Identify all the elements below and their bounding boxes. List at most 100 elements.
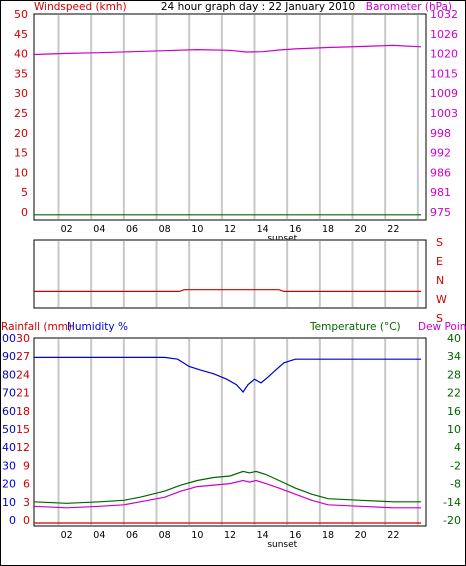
rainfall-tick: 27 (16, 350, 30, 363)
rain-humidity-temp-hour-tick: 08 (159, 530, 171, 541)
wind-direction-line (34, 289, 422, 292)
rainfall-axis-title: Rainfall (mm) (1, 321, 72, 333)
temperature-tick: 10 (447, 423, 461, 436)
wind-barometer-hour-tick: 06 (126, 224, 138, 235)
temperature-tick: -14 (443, 496, 461, 509)
wind-direction-tick: N (436, 274, 444, 287)
barometer-tick: 1020 (430, 48, 458, 61)
humidity-tick: 30 (2, 459, 16, 472)
wind-barometer-hour-tick: 14 (257, 224, 269, 235)
barometer-tick: 1015 (430, 67, 458, 80)
windspeed-tick: 40 (14, 48, 28, 61)
rain-humidity-temp-hour-tick: 02 (61, 530, 73, 541)
rain-humidity-temp-hour-tick: 06 (126, 530, 138, 541)
wind-direction-tick: S (436, 236, 443, 249)
rain-humidity-temp-series (33, 356, 422, 524)
windspeed-tick: 50 (14, 8, 28, 21)
humidity-tick: 90 (2, 350, 16, 363)
barometer-tick: 981 (430, 186, 451, 199)
rainfall-tick: 12 (16, 441, 30, 454)
wind-barometer-hour-tick: 18 (322, 224, 334, 235)
wind-barometer-grid (57, 15, 419, 219)
rainfall-tick: 30 (16, 332, 30, 345)
humidity-tick: 10 (2, 496, 16, 509)
rain-humidity-temp-hour-tick: 10 (191, 530, 203, 541)
temperature-tick: 28 (447, 368, 461, 381)
windspeed-tick: 30 (14, 87, 28, 100)
wind-direction-tick: S (436, 312, 443, 325)
rain-humidity-temp-hour-tick: 18 (322, 530, 334, 541)
rainfall-tick: 15 (16, 423, 30, 436)
humidity-tick: 0 (9, 514, 16, 527)
temperature-axis-ticks: 40 34 28 22 16 10 4 -2 -8 -14 -20 (443, 332, 461, 527)
wind-barometer-hour-tick: 12 (224, 224, 236, 235)
rain-humidity-temp-sunset-label: sunset (267, 540, 297, 550)
barometer-tick: 992 (430, 147, 451, 160)
wind-barometer-hour-ticks: 02 04 06 08 10 12 14 16 18 20 22 sunset (61, 224, 400, 244)
wind-barometer-hour-tick: 20 (355, 224, 367, 235)
dewpoint-line (33, 479, 422, 509)
windspeed-tick: 45 (14, 28, 28, 41)
temperature-tick: -2 (450, 459, 461, 472)
barometer-tick: 986 (430, 166, 451, 179)
humidity-tick: 70 (2, 387, 16, 400)
temperature-tick: 22 (447, 387, 461, 400)
wind-barometer-sunset-label: sunset (267, 234, 297, 244)
temperature-axis-title: Temperature (°C) (309, 321, 401, 333)
wind-direction-series (34, 289, 422, 292)
temperature-line (33, 470, 422, 504)
rainfall-tick: 0 (23, 514, 30, 527)
barometer-tick: 1026 (430, 28, 458, 41)
windspeed-tick: 0 (21, 206, 28, 219)
wind-barometer-hour-tick: 16 (289, 224, 301, 235)
wind-barometer-hour-tick: 04 (93, 224, 105, 235)
rain-humidity-temp-hour-tick: 22 (387, 530, 399, 541)
wind-direction-tick: E (436, 255, 443, 268)
rainfall-tick: 24 (16, 368, 30, 381)
rainfall-tick: 18 (16, 405, 30, 418)
barometer-line (33, 44, 422, 56)
wind-direction-grid (57, 241, 419, 307)
humidity-tick: 20 (2, 478, 16, 491)
wind-barometer-hour-tick: 10 (191, 224, 203, 235)
rain-humidity-temp-plot-area (33, 337, 427, 527)
rain-humidity-temp-grid (57, 339, 419, 525)
wind-barometer-hour-tick: 22 (387, 224, 399, 235)
graph-title: 24 hour graph day : 22 January 2010 (161, 1, 355, 13)
windspeed-axis-title: Windspeed (kmh) (34, 1, 127, 13)
humidity-rainfall-axis-ticks: 1003090278024702160185015401230920610300 (0, 332, 30, 527)
rain-humidity-temp-hour-tick: 16 (289, 530, 301, 541)
humidity-axis-title: Humidity % (67, 321, 128, 333)
rainfall-tick: 21 (16, 387, 30, 400)
humidity-tick: 50 (2, 423, 16, 436)
temperature-tick: 16 (447, 405, 461, 418)
wind-direction-tick: W (436, 293, 447, 306)
windspeed-tick: 10 (14, 166, 28, 179)
temperature-tick: 4 (454, 441, 461, 454)
barometer-tick: 1009 (430, 87, 458, 100)
humidity-line (34, 356, 422, 393)
barometer-axis-ticks: 1032 1026 1020 1015 1009 1003 998 992 986 981 975 (430, 8, 458, 219)
rain-humidity-temp-hour-tick: 04 (93, 530, 105, 541)
rainfall-tick: 9 (23, 459, 30, 472)
temperature-tick: -20 (443, 514, 461, 527)
wind-barometer-series (33, 44, 422, 216)
humidity-tick: 40 (2, 441, 16, 454)
windspeed-tick: 20 (14, 127, 28, 140)
temperature-tick: 40 (447, 332, 461, 345)
barometer-tick: 1032 (430, 8, 458, 21)
barometer-tick: 998 (430, 127, 451, 140)
dewpoint-axis-title: Dew Point (418, 321, 466, 333)
temperature-tick: -8 (450, 478, 461, 491)
wind-barometer-plot-area (33, 13, 427, 221)
rain-humidity-temp-hour-tick: 20 (355, 530, 367, 541)
rain-humidity-temp-hour-tick: 12 (224, 530, 236, 541)
windspeed-tick: 5 (21, 186, 28, 199)
wind-barometer-hour-tick: 02 (61, 224, 73, 235)
windspeed-tick: 15 (14, 147, 28, 160)
humidity-tick: 80 (2, 368, 16, 381)
rainfall-tick: 6 (23, 478, 30, 491)
